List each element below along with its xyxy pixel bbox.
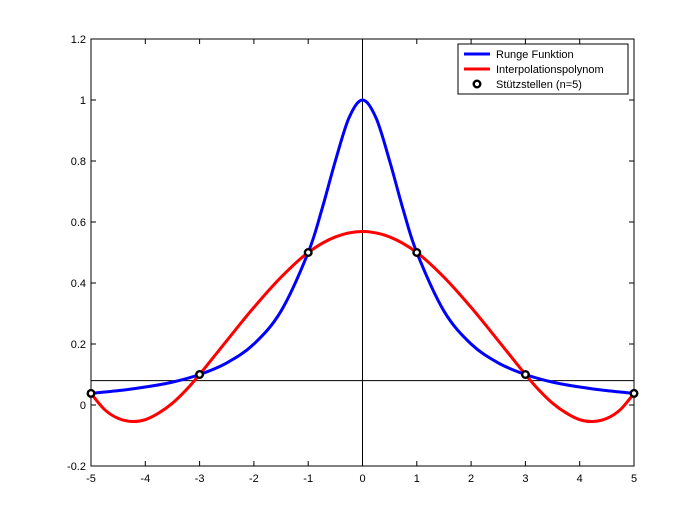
x-tick-label: 4: [577, 473, 583, 485]
y-tick-label: 0.4: [71, 278, 86, 290]
legend-entry-label: Runge Funktion: [496, 49, 574, 61]
y-tick-label: 1.2: [71, 34, 86, 46]
x-tick-label: 1: [414, 473, 420, 485]
data-point-st-tzstellen-n-5: [629, 388, 639, 398]
x-tick-label: 5: [631, 473, 637, 485]
legend: Runge Funktion Interpolationspolynom Stütz…: [457, 43, 629, 95]
x-tick-label: 0: [359, 473, 365, 485]
x-tick-label: 3: [522, 473, 528, 485]
data-point-st-tzstellen-n-5: [520, 370, 530, 380]
series-layer: [86, 98, 639, 424]
y-tick-label: 0.6: [71, 217, 86, 229]
y-tick-label: 0.2: [71, 339, 86, 351]
x-tick-label: 2: [468, 473, 474, 485]
y-tick-label: -0.2: [67, 461, 86, 473]
ticks-layer: -5 -4 -3 -2 -1 0 1 2 3 4 5 -0.2 0 0.2 0.4 0.6 0.8 1 1.2: [67, 34, 637, 485]
x-tick-label: -3: [195, 473, 205, 485]
data-point-st-tzstellen-n-5: [86, 388, 96, 398]
x-tick-label: -4: [140, 473, 150, 485]
y-tick-label: 0: [80, 400, 86, 412]
series-line-interpolationspolynom: [89, 229, 636, 424]
x-tick-label: -5: [86, 473, 96, 485]
legend-swatch-marker: [472, 79, 482, 89]
data-point-st-tzstellen-n-5: [412, 247, 422, 257]
y-tick-label: 0.8: [71, 156, 86, 168]
y-tick-label: 1: [80, 95, 86, 107]
data-point-st-tzstellen-n-5: [195, 370, 205, 380]
data-point-st-tzstellen-n-5: [303, 247, 313, 257]
legend-entry-label: Interpolationspolynom: [496, 64, 604, 76]
legend-entry-label: Stützstellen (n=5): [496, 79, 582, 91]
x-tick-label: -2: [249, 473, 259, 485]
x-tick-label: -1: [303, 473, 313, 485]
